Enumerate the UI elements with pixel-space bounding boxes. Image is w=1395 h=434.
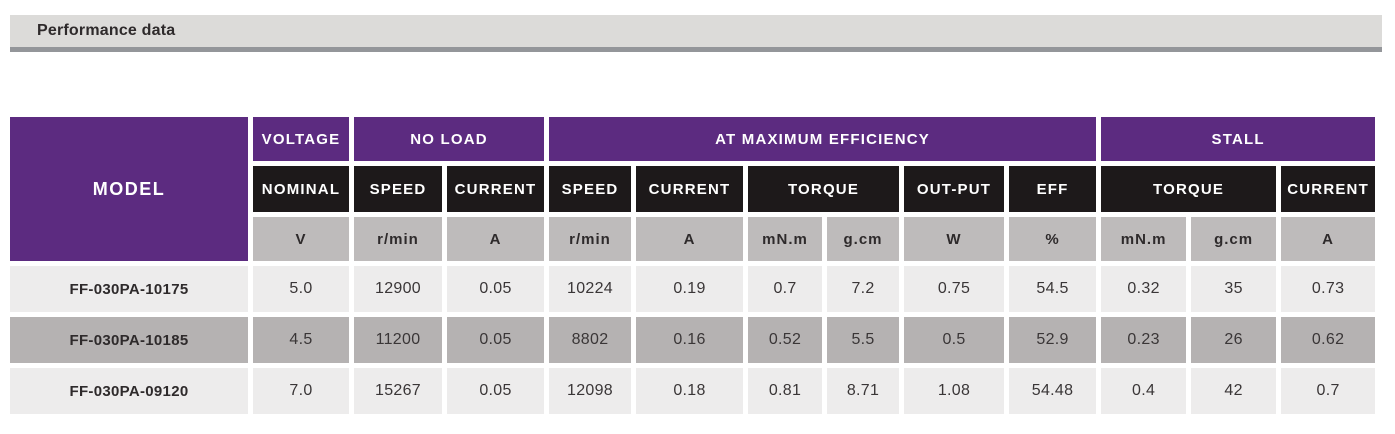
data-cell: 0.52 (748, 317, 823, 363)
group-header-row: MODEL VOLTAGE NO LOAD AT MAXIMUM EFFICIE… (10, 117, 1376, 261)
data-cell: 0.16 (636, 317, 744, 363)
unit-cell: W (904, 217, 1005, 261)
data-cell: 0.32 (1101, 266, 1187, 312)
model-cell: FF-030PA-09120 (10, 368, 248, 414)
data-cell: 0.18 (636, 368, 744, 414)
unit-cell: mN.m (748, 217, 823, 261)
sub-header-stall-current: CURRENT (1281, 166, 1376, 212)
data-cell: 7.2 (827, 266, 900, 312)
data-cell: 5.5 (827, 317, 900, 363)
sub-header-maxeff-current: CURRENT (636, 166, 744, 212)
data-cell: 7.0 (253, 368, 349, 414)
data-cell: 8802 (549, 317, 632, 363)
data-cell: 12098 (549, 368, 632, 414)
group-header-stall: STALL (1101, 117, 1376, 161)
unit-row: V r/min A r/min A mN.m g.cm W % mN.m g.c… (10, 217, 1376, 261)
unit-cell: r/min (549, 217, 632, 261)
unit-cell: g.cm (1191, 217, 1277, 261)
data-cell: 8.71 (827, 368, 900, 414)
data-cell: 11200 (354, 317, 442, 363)
unit-cell: A (1281, 217, 1376, 261)
data-cell: 10224 (549, 266, 632, 312)
unit-cell: A (447, 217, 545, 261)
table-row: FF-030PA-09120 7.0 15267 0.05 12098 0.18… (10, 368, 1376, 414)
unit-cell: mN.m (1101, 217, 1187, 261)
sub-header-row: NOMINAL SPEED CURRENT SPEED CURRENT TORQ… (10, 166, 1376, 212)
data-cell: 5.0 (253, 266, 349, 312)
data-cell: 0.05 (447, 317, 545, 363)
sub-header-eff: EFF (1009, 166, 1097, 212)
data-cell: 0.81 (748, 368, 823, 414)
data-cell: 52.9 (1009, 317, 1097, 363)
data-cell: 35 (1191, 266, 1277, 312)
unit-cell: g.cm (827, 217, 900, 261)
data-cell: 0.5 (904, 317, 1005, 363)
group-header-at-maximum-efficiency: AT MAXIMUM EFFICIENCY (549, 117, 1097, 161)
data-cell: 0.4 (1101, 368, 1187, 414)
model-column-header: MODEL (10, 117, 248, 261)
sub-header-noload-current: CURRENT (447, 166, 545, 212)
data-cell: 42 (1191, 368, 1277, 414)
unit-cell: A (636, 217, 744, 261)
model-cell: FF-030PA-10175 (10, 266, 248, 312)
sub-header-nominal: NOMINAL (253, 166, 349, 212)
sub-header-maxeff-speed: SPEED (549, 166, 632, 212)
sub-header-maxeff-torque: TORQUE (748, 166, 900, 212)
model-cell: FF-030PA-10185 (10, 317, 248, 363)
data-cell: 0.75 (904, 266, 1005, 312)
table-row: FF-030PA-10185 4.5 11200 0.05 8802 0.16 … (10, 317, 1376, 363)
unit-cell: % (1009, 217, 1097, 261)
sub-header-stall-torque: TORQUE (1101, 166, 1277, 212)
data-cell: 0.62 (1281, 317, 1376, 363)
data-cell: 12900 (354, 266, 442, 312)
data-cell: 0.05 (447, 368, 545, 414)
data-cell: 0.7 (748, 266, 823, 312)
sub-header-output: OUT-PUT (904, 166, 1005, 212)
group-header-voltage: VOLTAGE (253, 117, 349, 161)
sub-header-noload-speed: SPEED (354, 166, 442, 212)
data-cell: 0.05 (447, 266, 545, 312)
data-cell: 15267 (354, 368, 442, 414)
group-header-no-load: NO LOAD (354, 117, 545, 161)
data-cell: 0.19 (636, 266, 744, 312)
data-cell: 54.5 (1009, 266, 1097, 312)
data-cell: 0.23 (1101, 317, 1187, 363)
unit-cell: V (253, 217, 349, 261)
section-title: Performance data (37, 22, 176, 39)
data-cell: 4.5 (253, 317, 349, 363)
table-row: FF-030PA-10175 5.0 12900 0.05 10224 0.19… (10, 266, 1376, 312)
section-title-bar: Performance data (10, 15, 1382, 52)
data-cell: 26 (1191, 317, 1277, 363)
data-cell: 0.73 (1281, 266, 1376, 312)
data-cell: 0.7 (1281, 368, 1376, 414)
data-cell: 1.08 (904, 368, 1005, 414)
performance-data-table: MODEL VOLTAGE NO LOAD AT MAXIMUM EFFICIE… (5, 112, 1380, 419)
data-cell: 54.48 (1009, 368, 1097, 414)
unit-cell: r/min (354, 217, 442, 261)
